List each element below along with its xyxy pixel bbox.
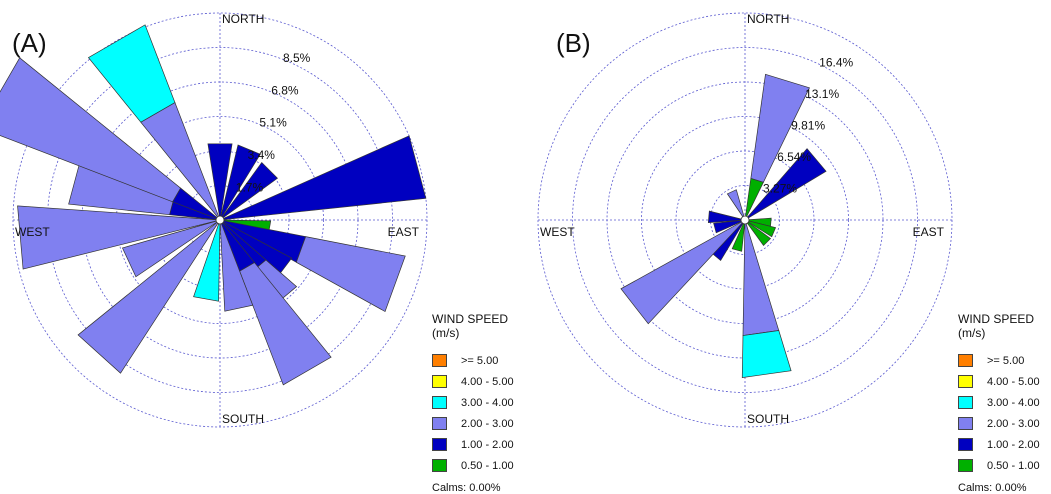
- legend-swatch: [958, 417, 973, 430]
- legend-swatch: [432, 375, 447, 388]
- ring-label: 8.5%: [283, 51, 311, 65]
- ring-label: 9.81%: [791, 118, 825, 132]
- wind-sector: [713, 219, 746, 234]
- legend-label: 3.00 - 4.00: [987, 396, 1040, 409]
- legend-label: >= 5.00: [987, 354, 1025, 367]
- ring-label: 6.54%: [777, 150, 811, 164]
- wind-sector: [239, 262, 332, 386]
- legend-item: 2.00 - 3.00: [432, 413, 514, 434]
- wind-sector: [295, 236, 406, 313]
- legend-label: 0.50 - 1.00: [461, 459, 514, 472]
- ring-label: 5.1%: [259, 116, 287, 130]
- ring: [641, 116, 849, 324]
- legend-unit: (m/s): [432, 326, 460, 340]
- compass-north: NORTH: [222, 12, 264, 26]
- legend-title: WIND SPEED: [958, 312, 1035, 326]
- panel-a-label: (A): [12, 28, 47, 58]
- legend-label: 4.00 - 5.00: [987, 375, 1040, 388]
- legend-item: 3.00 - 4.00: [958, 392, 1040, 413]
- legend-label: 4.00 - 5.00: [461, 375, 514, 388]
- compass-west: WEST: [540, 225, 575, 239]
- wind-sector: [726, 189, 746, 221]
- legend-item: >= 5.00: [958, 350, 1040, 371]
- ring-label: 13.1%: [805, 87, 839, 101]
- legend-swatch: [432, 396, 447, 409]
- legend-swatch: [958, 375, 973, 388]
- wind-sector: [207, 143, 233, 221]
- legend-label: 3.00 - 4.00: [461, 396, 514, 409]
- wind-sector: [744, 148, 827, 221]
- ring: [572, 47, 918, 393]
- legend-items: >= 5.00 4.00 - 5.00 3.00 - 4.00 2.00 - 3.00…: [958, 350, 1040, 476]
- wind-sector: [750, 73, 810, 183]
- legend-swatch: [958, 354, 973, 367]
- legend-label: 0.50 - 1.00: [987, 459, 1040, 472]
- legend-swatch: [958, 438, 973, 451]
- wind-sector: [741, 330, 792, 378]
- legend-item: 1.00 - 2.00: [432, 434, 514, 455]
- legend-unit: (m/s): [958, 326, 986, 340]
- compass-east: EAST: [388, 225, 420, 239]
- wind-sector: [219, 219, 254, 312]
- ring-label: 1.7%: [236, 181, 264, 195]
- center-dot: [215, 215, 225, 225]
- legend-a: WIND SPEED (m/s) >= 5.00 4.00 - 5.00 3.00 …: [432, 312, 514, 494]
- legend-swatch: [958, 396, 973, 409]
- legend-label: 2.00 - 3.00: [987, 417, 1040, 430]
- legend-item: >= 5.00: [432, 350, 514, 371]
- legend-title: WIND SPEED: [432, 312, 509, 326]
- legend-swatch: [432, 354, 447, 367]
- legend-item: 0.50 - 1.00: [432, 455, 514, 476]
- wind-sector: [121, 219, 221, 278]
- legend-b: WIND SPEED (m/s) >= 5.00 4.00 - 5.00 3.00 …: [958, 312, 1040, 494]
- legend-item: 1.00 - 2.00: [958, 434, 1040, 455]
- wind-sector: [0, 57, 182, 203]
- compass-east: EAST: [913, 225, 945, 239]
- legend-item: 2.00 - 3.00: [958, 413, 1040, 434]
- legend-label: 2.00 - 3.00: [461, 417, 514, 430]
- compass-south: SOUTH: [222, 412, 264, 426]
- legend-swatch: [432, 438, 447, 451]
- wind-sector: [731, 219, 746, 252]
- center-dot: [740, 215, 750, 225]
- legend-item: 4.00 - 5.00: [432, 371, 514, 392]
- legend-calms: Calms: 0.00%: [432, 482, 501, 494]
- wind-sector: [219, 161, 279, 221]
- ring-label: 16.4%: [819, 55, 853, 69]
- ring-label: 3.27%: [763, 181, 797, 195]
- ring-label: 6.8%: [271, 83, 299, 97]
- wind-sector: [193, 219, 221, 302]
- wind-sector: [87, 24, 176, 123]
- legend-swatch: [432, 417, 447, 430]
- wind-sector: [219, 135, 427, 221]
- compass-south: SOUTH: [747, 412, 789, 426]
- wind-sector: [620, 219, 746, 325]
- wind-sector: [744, 219, 777, 238]
- legend-calms: Calms: 0.00%: [958, 482, 1027, 494]
- ring-label: 3.4%: [248, 148, 276, 162]
- compass-west: WEST: [15, 225, 50, 239]
- wind-sector: [17, 205, 221, 270]
- legend-item: 4.00 - 5.00: [958, 371, 1040, 392]
- legend-label: >= 5.00: [461, 354, 499, 367]
- legend-item: 3.00 - 4.00: [432, 392, 514, 413]
- panel-b-label: (B): [556, 28, 591, 58]
- legend-swatch: [432, 459, 447, 472]
- wind-sector: [707, 210, 746, 223]
- legend-item: 0.50 - 1.00: [958, 455, 1040, 476]
- legend-items: >= 5.00 4.00 - 5.00 3.00 - 4.00 2.00 - 3.00…: [432, 350, 514, 476]
- legend-swatch: [958, 459, 973, 472]
- legend-label: 1.00 - 2.00: [987, 438, 1040, 451]
- wind-sector: [744, 219, 772, 247]
- legend-label: 1.00 - 2.00: [461, 438, 514, 451]
- wind-sector: [219, 144, 261, 221]
- wind-sector: [77, 219, 221, 374]
- compass-north: NORTH: [747, 12, 789, 26]
